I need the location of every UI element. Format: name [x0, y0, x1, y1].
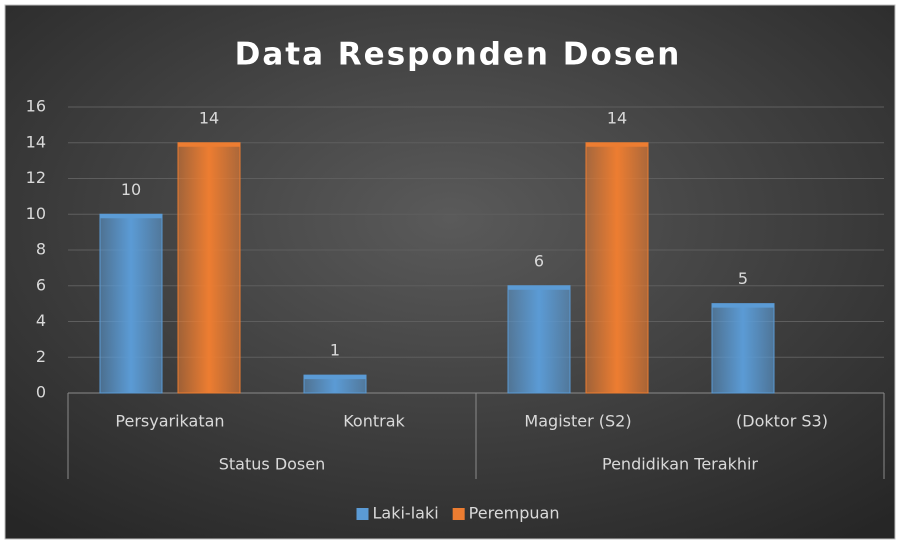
group-label: Status Dosen [219, 455, 326, 474]
data-label: 14 [607, 108, 627, 127]
y-tick-label: 2 [36, 347, 46, 366]
chart-title: Data Responden Dosen [235, 37, 682, 73]
bar [177, 142, 241, 394]
legend-item: Laki-laki [356, 504, 439, 523]
bar [507, 285, 571, 394]
bar-top [304, 375, 366, 380]
x-tick-label: Magister (S2) [524, 412, 631, 431]
legend-swatch [452, 508, 465, 520]
bar-top [508, 285, 570, 290]
data-label: 5 [738, 269, 748, 288]
bar-top [100, 214, 162, 219]
x-tick-label: Persyarikatan [115, 412, 224, 431]
legend-swatch [356, 508, 369, 520]
y-tick-label: 14 [26, 132, 46, 151]
data-label: 14 [199, 108, 219, 127]
bar-top [178, 142, 240, 147]
group-label: Pendidikan Terakhir [602, 455, 758, 474]
x-tick-label: (Doktor S3) [736, 412, 828, 431]
y-tick-label: 10 [26, 204, 46, 223]
bar [99, 213, 163, 394]
y-tick-label: 6 [36, 275, 46, 294]
y-tick-label: 4 [36, 311, 46, 330]
data-label: 1 [330, 341, 340, 360]
y-tick-label: 16 [26, 97, 46, 116]
x-tick-label: Kontrak [343, 412, 405, 431]
bar-top [712, 303, 774, 308]
y-tick-label: 0 [36, 383, 46, 402]
y-tick-label: 8 [36, 240, 46, 259]
legend-item: Perempuan [452, 504, 560, 523]
bar [711, 303, 775, 394]
data-label: 6 [534, 251, 544, 270]
bar-top [586, 142, 648, 147]
bar [585, 142, 649, 394]
data-label: 10 [121, 180, 141, 199]
y-tick-label: 12 [26, 168, 46, 187]
legend-label: Perempuan [469, 504, 560, 523]
legend-label: Laki-laki [373, 504, 439, 523]
